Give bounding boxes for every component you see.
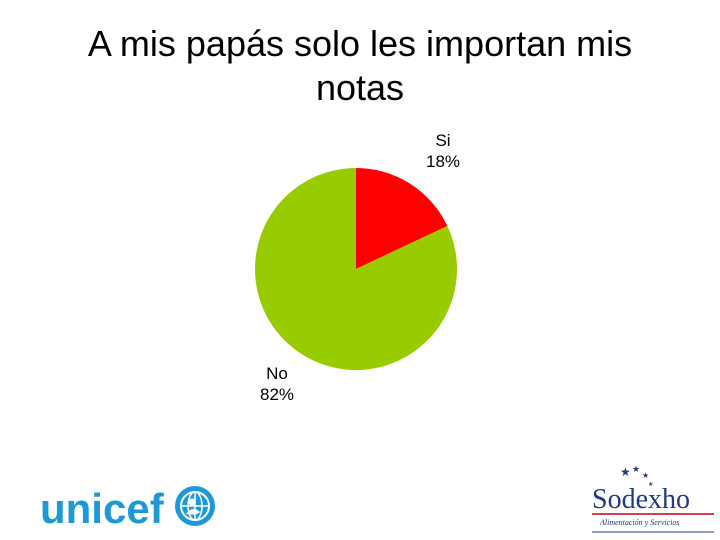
sodexho-logo-text: Sodexho [592, 484, 690, 515]
slice-value-label: 82% [260, 385, 294, 404]
unicef-logo-text: unicef [40, 485, 165, 532]
svg-text:★: ★ [642, 471, 649, 480]
pie-slice-no [255, 168, 458, 370]
sodexho-logo: ★ ★ ★ ★ Sodexho Alimentación y Servicios [592, 465, 714, 533]
slice-category-label: No [266, 364, 288, 383]
stars-icon: ★ ★ ★ ★ [620, 465, 653, 488]
pie-slice-si [356, 167, 448, 269]
slice-value-label: 18% [426, 152, 460, 171]
slice-category-label: Si [435, 131, 450, 150]
sodexho-tagline: Alimentación y Servicios [599, 518, 680, 527]
pie-slices [255, 167, 458, 370]
unicef-logo: unicef [40, 485, 215, 532]
pie-labels: Si 18% No 82% [260, 131, 460, 404]
chart-title: A mis papás solo les importan mis notas [87, 23, 633, 108]
svg-text:★: ★ [648, 481, 653, 488]
svg-text:★: ★ [620, 465, 631, 479]
unicef-emblem-icon [175, 486, 215, 526]
svg-text:★: ★ [632, 465, 640, 475]
